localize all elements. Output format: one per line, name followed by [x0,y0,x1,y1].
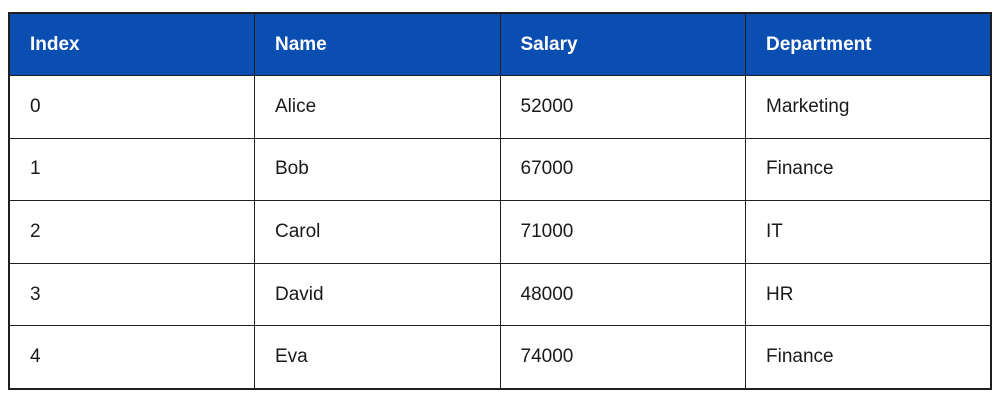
header-cell-index: Index [8,12,255,76]
table-row: 1 Bob 67000 Finance [8,137,992,202]
table-row: 2 Carol 71000 IT [8,200,992,264]
header-cell-name: Name [254,12,501,76]
cell-name: Bob [254,137,501,202]
cell-name: David [254,262,501,327]
header-cell-department: Department [745,12,992,76]
cell-index: 0 [8,75,255,139]
cell-salary: 48000 [499,262,746,327]
table-row: 0 Alice 52000 Marketing [8,75,992,139]
cell-index: 3 [8,262,255,327]
cell-salary: 74000 [499,325,746,390]
cell-salary: 67000 [499,137,746,202]
table-row: 3 David 48000 HR [8,262,992,327]
header-cell-salary: Salary [499,12,746,76]
cell-name: Eva [254,325,501,390]
cell-salary: 71000 [499,200,746,264]
employee-table-container: Index Name Salary Department 0 Alice 520… [8,12,992,390]
cell-department: HR [745,262,992,327]
cell-department: Finance [745,137,992,202]
cell-index: 2 [8,200,255,264]
cell-index: 4 [8,325,255,390]
cell-department: Finance [745,325,992,390]
cell-salary: 52000 [499,75,746,139]
table-row: 4 Eva 74000 Finance [8,325,992,390]
header-row: Index Name Salary Department [8,12,992,76]
cell-index: 1 [8,137,255,202]
cell-department: Marketing [745,75,992,139]
cell-name: Alice [254,75,501,139]
cell-department: IT [745,200,992,264]
employee-table: Index Name Salary Department 0 Alice 520… [8,12,992,390]
cell-name: Carol [254,200,501,264]
